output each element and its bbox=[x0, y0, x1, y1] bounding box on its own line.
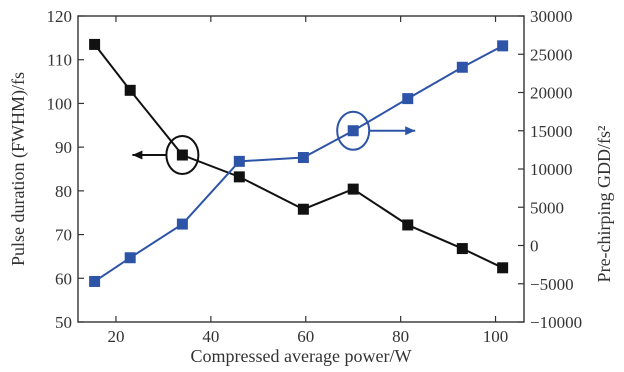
y-left-tick-label: 100 bbox=[47, 94, 73, 113]
y-left-tick-label: 60 bbox=[55, 269, 72, 288]
y-right-tick-label: 0 bbox=[530, 237, 539, 256]
series-1-point bbox=[124, 84, 136, 96]
y-right-tick-label: 25000 bbox=[530, 45, 573, 64]
x-axis-ticks: 20 40 60 80 100 bbox=[107, 16, 508, 346]
y-right-axis-ticks: −10000 −5000 0 5000 10000 15000 20000 25000 3000… bbox=[518, 7, 582, 332]
x-tick-label: 60 bbox=[297, 327, 314, 346]
y-right-tick-label: 15000 bbox=[530, 122, 573, 141]
x-tick-label: 80 bbox=[392, 327, 409, 346]
x-axis-title: Compressed average power/W bbox=[191, 346, 412, 366]
series-2-point bbox=[176, 218, 188, 230]
y-right-tick-label: 20000 bbox=[530, 84, 573, 103]
x-tick-label: 20 bbox=[107, 327, 124, 346]
series-2-point bbox=[402, 93, 414, 105]
series-2-point bbox=[89, 275, 101, 287]
x-tick-label: 40 bbox=[202, 327, 219, 346]
y-left-tick-label: 50 bbox=[55, 313, 72, 332]
annotation-arrow-head bbox=[405, 126, 416, 136]
y-left-tick-label: 120 bbox=[47, 7, 73, 26]
y-right-tick-label: 10000 bbox=[530, 160, 573, 179]
y-right-tick-label: 30000 bbox=[530, 7, 573, 26]
annotation-layer bbox=[132, 110, 416, 176]
y-left-axis-title: Pulse duration (FWHM)/fs bbox=[8, 72, 29, 266]
series-layer bbox=[89, 38, 509, 287]
series-2-point bbox=[124, 252, 136, 264]
series-2-line bbox=[94, 44, 504, 283]
y-left-tick-label: 70 bbox=[55, 226, 72, 245]
series-2-point bbox=[456, 61, 468, 73]
y-left-tick-label: 110 bbox=[47, 51, 72, 70]
y-left-tick-label: 80 bbox=[55, 182, 72, 201]
y-right-tick-label: 5000 bbox=[530, 198, 564, 217]
x-tick-label: 100 bbox=[483, 327, 509, 346]
series-1-point bbox=[176, 149, 188, 161]
y-right-tick-label: −5000 bbox=[530, 275, 574, 294]
series-2-point bbox=[497, 40, 509, 52]
series-2-point bbox=[233, 155, 245, 167]
series-1-point bbox=[297, 203, 309, 215]
series-1-point bbox=[402, 219, 414, 231]
y-right-axis-title: Pre-chirping GDD/fs² bbox=[594, 126, 614, 283]
series-1-point bbox=[347, 183, 359, 195]
annotation-arrow-head bbox=[132, 150, 143, 160]
y-right-tick-label: −10000 bbox=[530, 313, 582, 332]
series-1-point bbox=[456, 243, 468, 255]
series-1-point bbox=[497, 262, 509, 274]
series-2-point bbox=[347, 125, 359, 137]
y-left-tick-label: 90 bbox=[55, 138, 72, 157]
series-2-point bbox=[297, 152, 309, 164]
series-1-point bbox=[89, 38, 101, 50]
series-1-point bbox=[233, 171, 245, 183]
y-left-axis-ticks: 50 60 70 80 90 100 110 120 bbox=[47, 7, 84, 332]
